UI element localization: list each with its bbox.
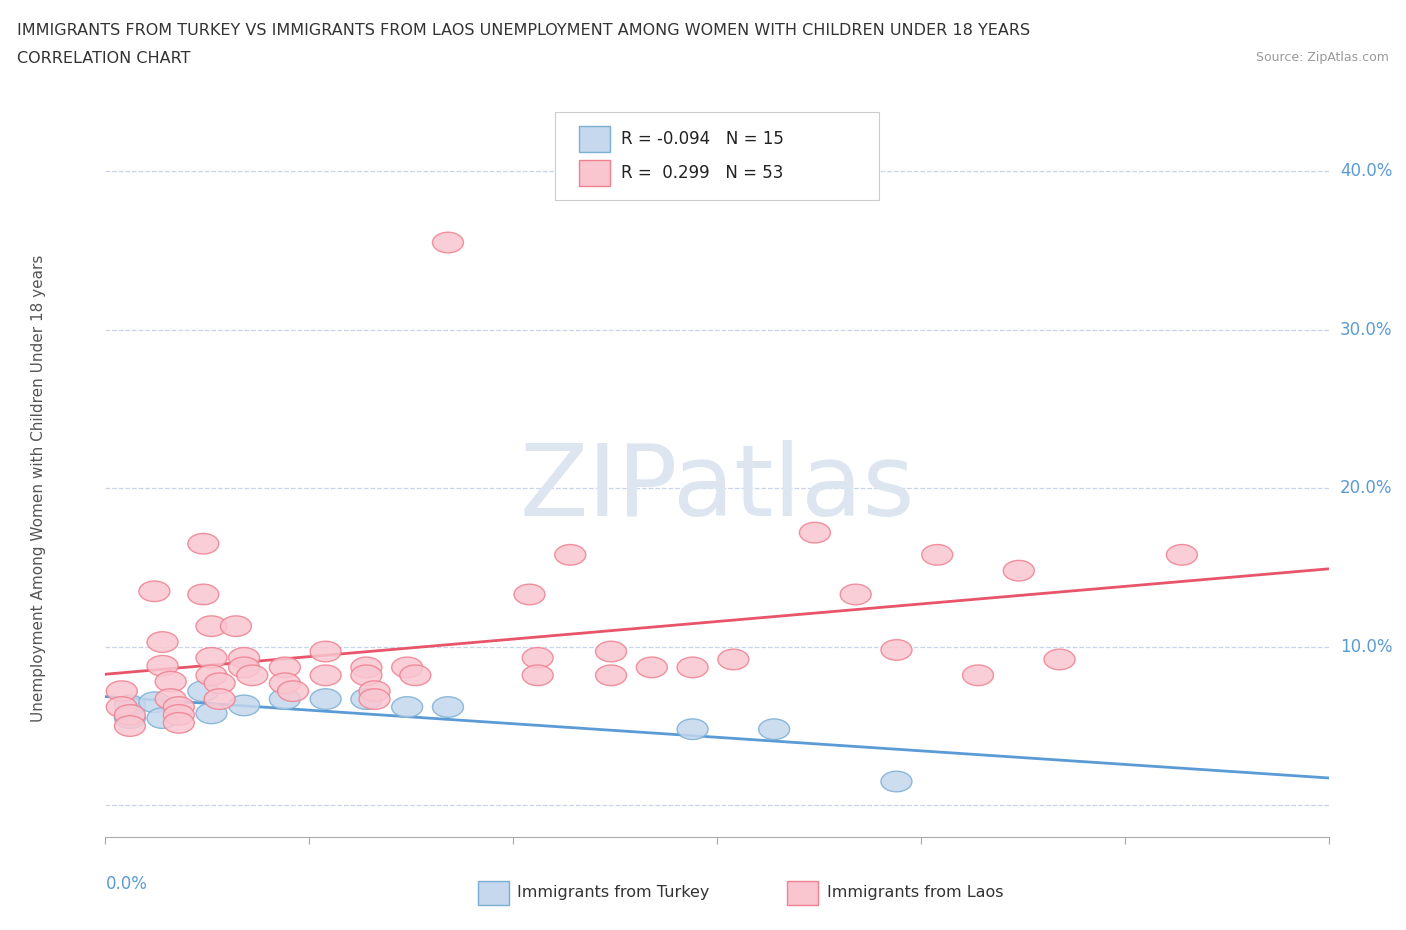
Ellipse shape	[359, 681, 389, 701]
Ellipse shape	[922, 545, 953, 565]
Ellipse shape	[433, 232, 464, 253]
Ellipse shape	[139, 581, 170, 602]
Ellipse shape	[352, 665, 382, 685]
Ellipse shape	[204, 689, 235, 710]
Ellipse shape	[114, 716, 145, 737]
Ellipse shape	[148, 631, 179, 652]
Text: Immigrants from Turkey: Immigrants from Turkey	[517, 885, 710, 900]
Ellipse shape	[188, 534, 219, 554]
Ellipse shape	[195, 703, 226, 724]
Ellipse shape	[522, 647, 553, 668]
Ellipse shape	[163, 705, 194, 725]
Text: Unemployment Among Women with Children Under 18 years: Unemployment Among Women with Children U…	[31, 255, 45, 722]
Text: ZIPatlas: ZIPatlas	[519, 440, 915, 537]
Ellipse shape	[1004, 561, 1035, 581]
Ellipse shape	[229, 695, 260, 716]
Ellipse shape	[311, 689, 342, 710]
Ellipse shape	[1167, 545, 1198, 565]
Ellipse shape	[759, 719, 790, 739]
Ellipse shape	[107, 681, 138, 701]
Ellipse shape	[311, 665, 342, 685]
Ellipse shape	[114, 695, 145, 716]
Ellipse shape	[270, 689, 301, 710]
Ellipse shape	[195, 647, 226, 668]
Ellipse shape	[637, 658, 668, 678]
Ellipse shape	[433, 697, 464, 717]
Ellipse shape	[229, 647, 260, 668]
Ellipse shape	[352, 689, 382, 710]
Ellipse shape	[718, 649, 749, 670]
Ellipse shape	[963, 665, 994, 685]
Ellipse shape	[155, 689, 186, 710]
Ellipse shape	[270, 658, 301, 678]
Ellipse shape	[596, 665, 627, 685]
Ellipse shape	[678, 658, 709, 678]
Ellipse shape	[311, 641, 342, 662]
Ellipse shape	[236, 665, 267, 685]
Ellipse shape	[188, 681, 219, 701]
Ellipse shape	[229, 658, 260, 678]
Ellipse shape	[204, 673, 235, 694]
Text: 40.0%: 40.0%	[1340, 162, 1392, 180]
Ellipse shape	[163, 697, 194, 717]
Ellipse shape	[882, 771, 912, 791]
Text: R =  0.299   N = 53: R = 0.299 N = 53	[621, 164, 783, 182]
Ellipse shape	[148, 656, 179, 676]
Ellipse shape	[392, 658, 423, 678]
Ellipse shape	[195, 665, 226, 685]
Ellipse shape	[678, 719, 709, 739]
Ellipse shape	[148, 708, 179, 728]
Ellipse shape	[1045, 649, 1076, 670]
Ellipse shape	[270, 673, 301, 694]
Ellipse shape	[195, 616, 226, 636]
Ellipse shape	[359, 689, 389, 710]
Ellipse shape	[522, 665, 553, 685]
Text: Immigrants from Laos: Immigrants from Laos	[827, 885, 1004, 900]
Ellipse shape	[163, 712, 194, 733]
Ellipse shape	[155, 671, 186, 692]
Text: R = -0.094   N = 15: R = -0.094 N = 15	[621, 129, 785, 148]
Text: Source: ZipAtlas.com: Source: ZipAtlas.com	[1256, 51, 1389, 64]
Text: IMMIGRANTS FROM TURKEY VS IMMIGRANTS FROM LAOS UNEMPLOYMENT AMONG WOMEN WITH CHI: IMMIGRANTS FROM TURKEY VS IMMIGRANTS FRO…	[17, 23, 1031, 38]
Ellipse shape	[221, 616, 252, 636]
Ellipse shape	[114, 708, 145, 728]
Ellipse shape	[277, 681, 308, 701]
Text: CORRELATION CHART: CORRELATION CHART	[17, 51, 190, 66]
Text: 10.0%: 10.0%	[1340, 638, 1392, 656]
Ellipse shape	[392, 697, 423, 717]
Ellipse shape	[352, 658, 382, 678]
Ellipse shape	[596, 641, 627, 662]
Ellipse shape	[114, 705, 145, 725]
Ellipse shape	[399, 665, 430, 685]
Text: 30.0%: 30.0%	[1340, 321, 1392, 339]
Ellipse shape	[882, 640, 912, 660]
Ellipse shape	[555, 545, 586, 565]
Ellipse shape	[800, 523, 831, 543]
Ellipse shape	[188, 584, 219, 604]
Ellipse shape	[515, 584, 546, 604]
Text: 0.0%: 0.0%	[105, 875, 148, 894]
Ellipse shape	[107, 697, 138, 717]
Ellipse shape	[841, 584, 872, 604]
Text: 20.0%: 20.0%	[1340, 479, 1392, 498]
Ellipse shape	[139, 692, 170, 712]
